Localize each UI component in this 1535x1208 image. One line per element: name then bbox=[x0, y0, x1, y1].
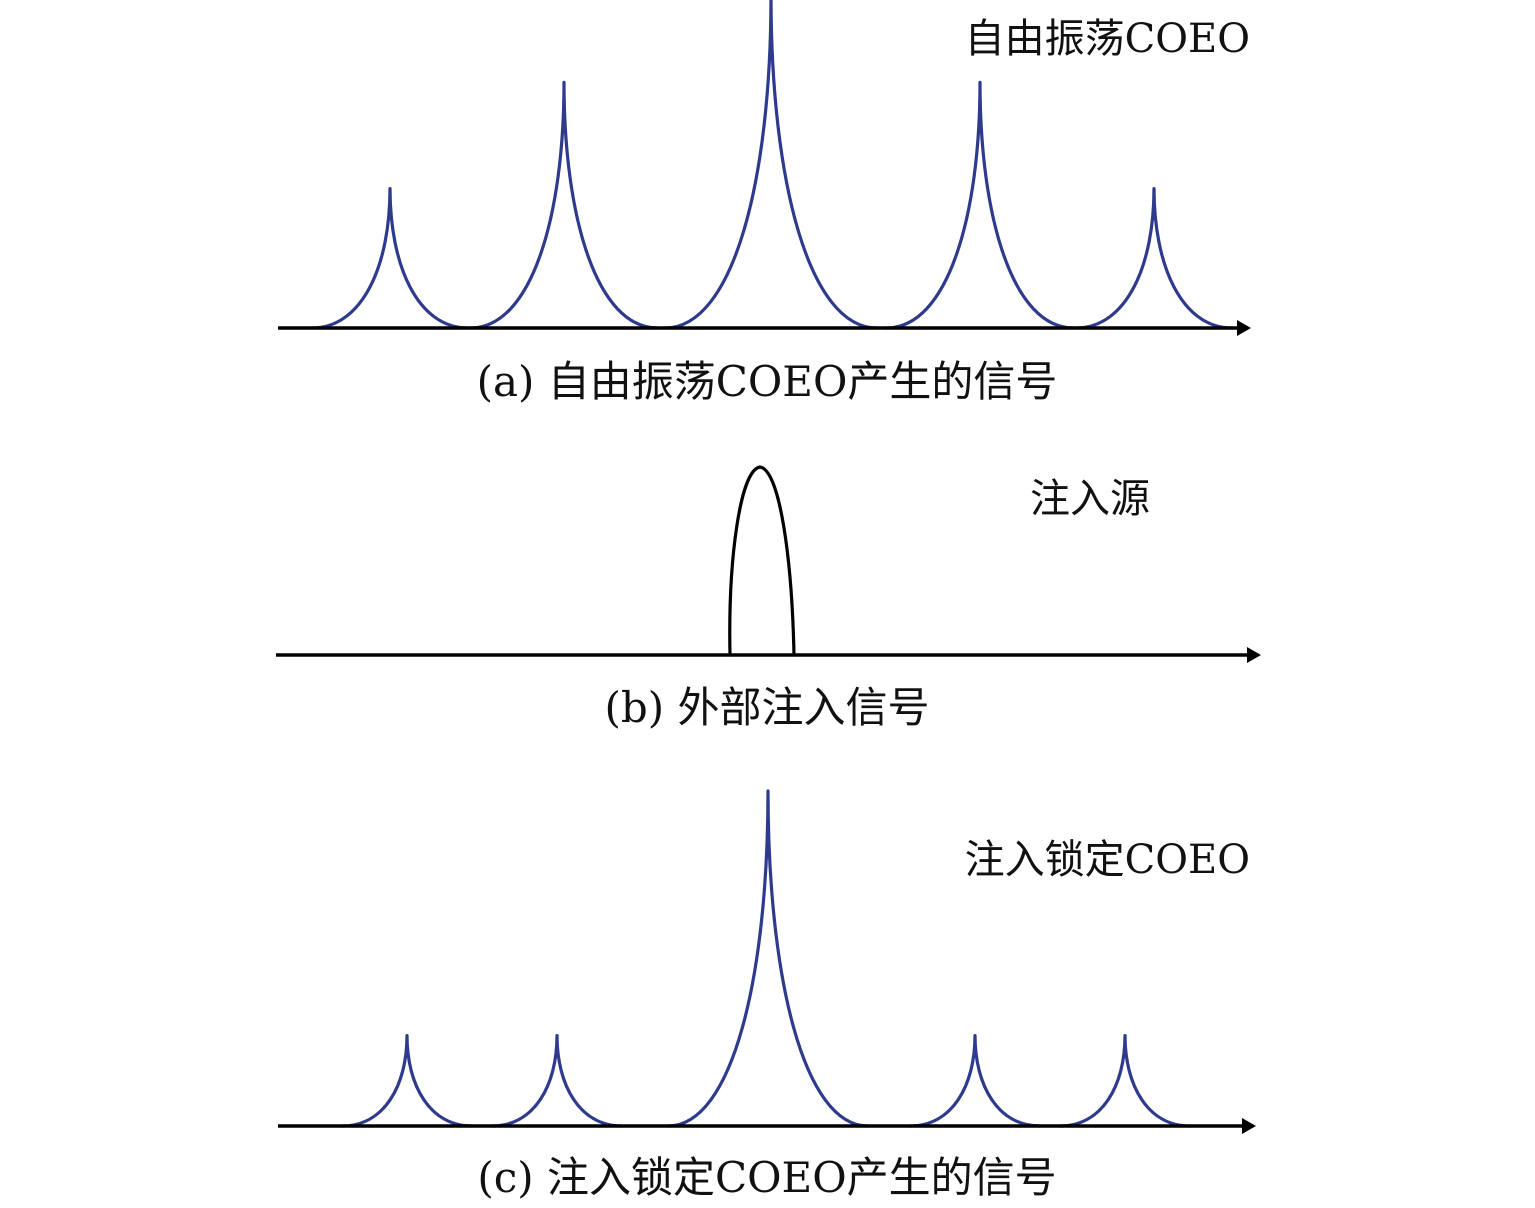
panel-c-peak-1 bbox=[340, 1033, 474, 1128]
panel-c-curve-label: 注入锁定COEO bbox=[965, 837, 1250, 883]
panel-c-peaks bbox=[340, 789, 1192, 1128]
panel-c-peak-2 bbox=[490, 1033, 624, 1128]
panel-a-peaks bbox=[310, 0, 1234, 330]
panel-a-peak-3 bbox=[663, 0, 879, 330]
panel-b-axis-arrow-icon bbox=[1247, 647, 1261, 663]
panel-b-caption: (b) 外部注入信号 bbox=[604, 683, 929, 732]
panel-c-axis-arrow-icon bbox=[1242, 1118, 1256, 1134]
panel-a-peak-1 bbox=[310, 186, 470, 330]
panel-b: 注入源 (b) 外部注入信号 bbox=[276, 465, 1261, 732]
panel-a-peak-2 bbox=[468, 80, 660, 330]
panel-c-peak-4 bbox=[908, 1033, 1042, 1128]
panel-c-peak-5 bbox=[1058, 1033, 1192, 1128]
panel-a: 自由振荡COEO (a) 自由振荡COEO产生的信号 bbox=[278, 0, 1251, 406]
panel-c-caption: (c) 注入锁定COEO产生的信号 bbox=[477, 1153, 1056, 1202]
panel-a-axis-arrow-icon bbox=[1237, 320, 1251, 336]
panel-b-curve-label: 注入源 bbox=[1030, 476, 1150, 522]
panel-a-peak-4 bbox=[884, 80, 1076, 330]
panel-b-injection-pulse bbox=[728, 465, 796, 657]
panel-a-caption: (a) 自由振荡COEO产生的信号 bbox=[477, 357, 1058, 406]
panel-c-peak-3 bbox=[666, 789, 870, 1128]
panel-c: 注入锁定COEO (c) 注入锁定COEO产生的信号 bbox=[278, 789, 1256, 1202]
panel-a-curve-label: 自由振荡COEO bbox=[965, 16, 1250, 62]
panel-a-peak-5 bbox=[1074, 186, 1234, 330]
